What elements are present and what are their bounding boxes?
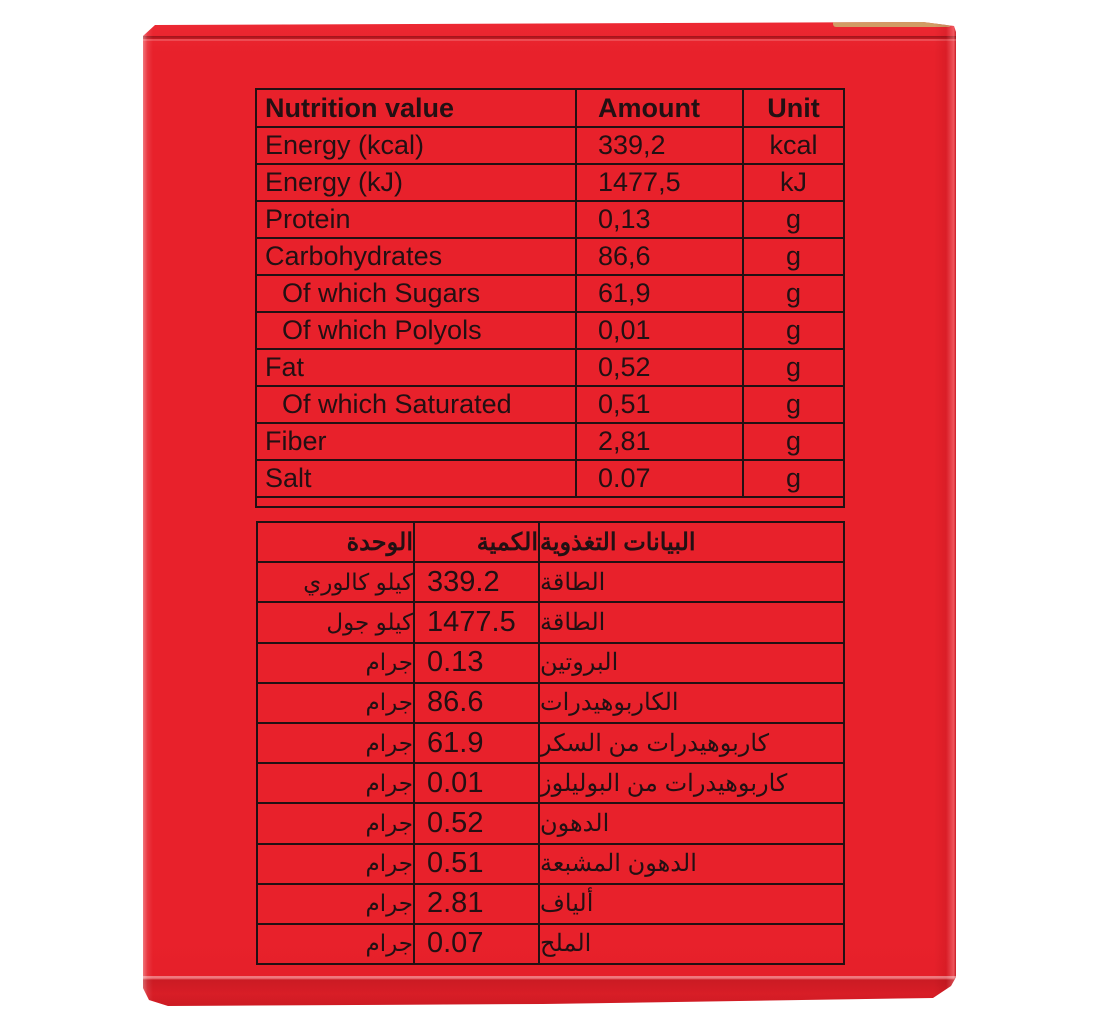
table-row: جرام 61.9 كاربوهيدرات من السكر [258,723,843,765]
nutrient-name: Of which Saturated [257,387,577,422]
nutrient-name-ar: الدهون [540,809,610,837]
nutrient-name: Of which Sugars [257,276,577,311]
header-unit-ar: الوحدة [258,523,415,562]
table-row: جرام 0.07 الملح [258,924,843,964]
table-header-row: الوحدة الكمية البيانات التغذوية [258,523,843,564]
table-row: Fiber 2,81 g [257,424,843,461]
nutrient-name: Energy (kJ) [257,165,577,200]
nutrient-unit-ar: جرام [258,844,415,883]
nutrient-unit: kJ [780,167,807,197]
nutrient-amount: 1477,5 [577,165,744,200]
nutrient-amount: 0,52 [577,350,744,385]
nutrient-amount: 61,9 [577,276,744,311]
table-row: جرام 0.13 البروتين [258,643,843,684]
nutrient-amount: 0.07 [577,461,744,496]
nutrient-name-ar: ألياف [540,890,594,918]
nutrient-name-ar: الطاقة [540,568,606,596]
nutrient-amount-ar: 0.01 [415,764,540,803]
header-nutrition-data-ar: البيانات التغذوية [540,528,696,556]
table-header-row: Nutrition value Amount Unit [257,90,843,128]
table-row: Of which Sugars 61,9 g [257,276,843,313]
table-row: Salt 0.07 g [257,461,843,498]
header-unit: Unit [767,92,820,123]
nutrient-amount: 2,81 [577,424,744,459]
table-row: جرام 0.51 الدهون المشبعة [258,844,843,885]
nutrient-name: Salt [257,461,577,496]
nutrient-name-ar: كاربوهيدرات من السكر [540,729,770,757]
header-amount-ar: الكمية [415,523,540,562]
nutrient-unit: g [785,426,802,456]
table-row: كيلو كالوري 339.2 الطاقة [258,563,843,604]
nutrient-name-ar: الطاقة [540,608,606,636]
nutrient-name: Fat [257,350,577,385]
table-row: Fat 0,52 g [257,350,843,387]
box-flap-edge [833,22,951,27]
nutrient-name: Energy (kcal) [257,128,577,163]
table-row: Energy (kcal) 339,2 kcal [257,128,843,165]
nutrient-unit-ar: جرام [258,924,415,964]
table-row: Protein 0,13 g [257,202,843,239]
nutrient-unit-ar: جرام [258,683,415,722]
nutrient-amount-ar: 0.52 [415,804,540,843]
table-row: جرام 0.01 كاربوهيدرات من البوليلوز [258,764,843,805]
nutrient-unit: g [785,204,802,234]
nutrient-amount-ar: 0.07 [415,924,540,964]
nutrient-unit-ar: كيلو كالوري [258,563,415,602]
nutrient-amount: 0,51 [577,387,744,422]
nutrient-name-ar: الدهون المشبعة [540,850,697,878]
nutrient-name-ar: كاربوهيدرات من البوليلوز [540,769,788,797]
nutrient-amount-ar: 1477.5 [415,603,540,642]
table-row: جرام 86.6 الكاربوهيدرات [258,683,843,724]
nutrient-amount: 0,13 [577,202,744,237]
nutrient-amount-ar: 2.81 [415,884,540,923]
header-amount: Amount [577,90,744,126]
table-row: Of which Polyols 0,01 g [257,313,843,350]
box-lid-crease [143,36,956,39]
nutrient-unit: kcal [769,130,818,160]
nutrient-unit: g [785,278,802,308]
nutrient-unit-ar: جرام [258,643,415,682]
nutrient-unit: g [785,463,802,493]
table-row: كيلو جول 1477.5 الطاقة [258,603,843,644]
nutrient-amount: 339,2 [577,128,744,163]
nutrient-unit: g [785,241,802,271]
nutrient-name-ar: الملح [540,930,592,958]
nutrient-amount-ar: 86.6 [415,683,540,722]
nutrient-name-ar: الكاربوهيدرات [540,689,679,717]
nutrient-unit: g [785,352,802,382]
nutrient-name: Of which Polyols [257,313,577,348]
table-row: جرام 2.81 ألياف [258,884,843,925]
nutrient-amount-ar: 0.51 [415,844,540,883]
nutrient-unit: g [785,315,802,345]
nutrient-unit: g [785,389,802,419]
box-bottom-fold [143,976,956,1006]
header-nutrition-value: Nutrition value [257,90,577,126]
table-row: Energy (kJ) 1477,5 kJ [257,165,843,202]
nutrient-name: Fiber [257,424,577,459]
box-left-edge-shading [143,22,153,1006]
table-row: جرام 0.52 الدهون [258,804,843,845]
box-right-edge-shading [934,22,956,1006]
nutrient-amount-ar: 0.13 [415,643,540,682]
nutrition-table-english: Nutrition value Amount Unit Energy (kcal… [255,88,845,508]
nutrient-unit-ar: جرام [258,804,415,843]
nutrient-unit-ar: كيلو جول [258,603,415,642]
product-box: Nutrition value Amount Unit Energy (kcal… [143,22,956,1006]
nutrient-unit-ar: جرام [258,884,415,923]
nutrient-amount-ar: 339.2 [415,563,540,602]
nutrient-amount-ar: 61.9 [415,723,540,763]
box-lid-highlight [143,39,956,41]
nutrient-unit-ar: جرام [258,723,415,763]
table-row: Of which Saturated 0,51 g [257,387,843,424]
nutrient-amount: 86,6 [577,239,744,274]
nutrient-name: Carbohydrates [257,239,577,274]
nutrient-name: Protein [257,202,577,237]
nutrient-unit-ar: جرام [258,764,415,803]
nutrient-amount: 0,01 [577,313,744,348]
table-row: Carbohydrates 86,6 g [257,239,843,276]
nutrient-name-ar: البروتين [540,649,619,677]
nutrition-table-arabic: الوحدة الكمية البيانات التغذوية كيلو كال… [256,521,845,965]
